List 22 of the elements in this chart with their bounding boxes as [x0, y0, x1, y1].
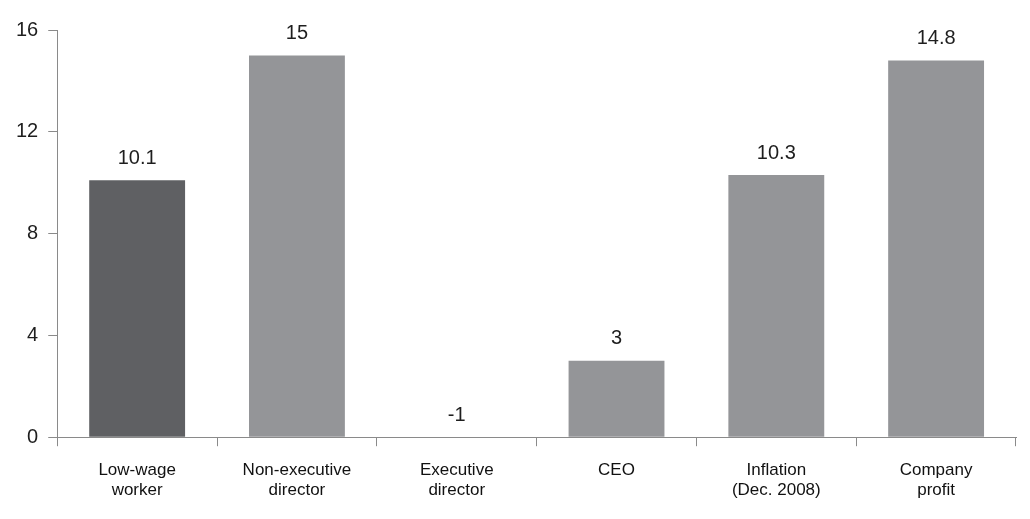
bar	[728, 175, 825, 437]
data-label: 14.8	[916, 26, 956, 49]
text: -1	[447, 402, 466, 425]
bar	[888, 60, 985, 437]
data-label: 3	[610, 326, 623, 349]
y-tick-label: 12	[16, 119, 39, 142]
bar	[89, 180, 186, 437]
y-tick-label: 0	[27, 424, 39, 447]
data-label: 10.1	[117, 145, 157, 168]
bar	[249, 55, 345, 437]
x-tick-label: CEO	[598, 460, 635, 480]
x-tick-label: Inflation (Dec. 2008)	[731, 460, 821, 500]
y-tick-label: 16	[16, 17, 39, 40]
data-label: 15	[285, 20, 309, 43]
x-tick-label: Company profit	[899, 460, 973, 500]
x-tick-label: Low-wage worker	[98, 460, 176, 500]
x-tick-label: Non-executive director	[242, 460, 352, 500]
bar	[568, 360, 665, 437]
data-label: 10.3	[756, 140, 796, 163]
x-tick-label: Executive director	[419, 460, 494, 500]
y-tick-label: 4	[27, 322, 39, 345]
y-tick-label: 8	[27, 221, 39, 244]
